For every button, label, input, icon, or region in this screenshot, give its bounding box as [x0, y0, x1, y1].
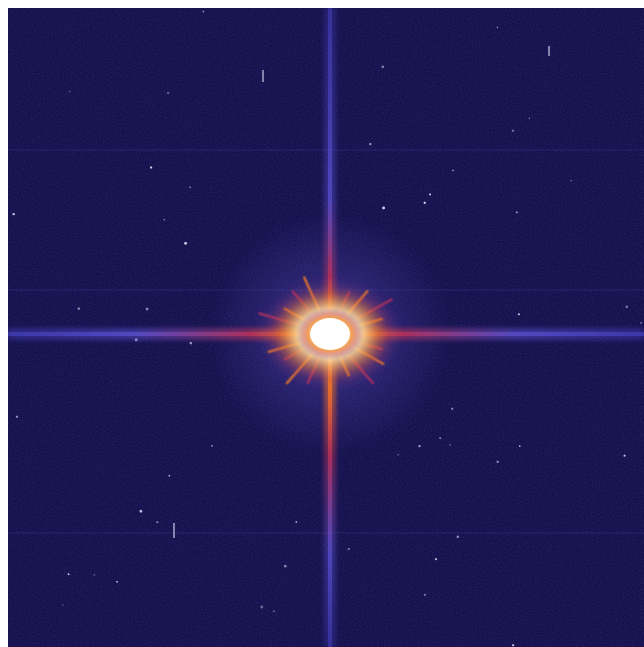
faint-star	[149, 166, 153, 169]
faint-star	[434, 557, 438, 561]
faint-star	[452, 169, 454, 172]
faint-star	[184, 241, 188, 245]
faint-star	[515, 211, 518, 214]
faint-star	[156, 521, 159, 524]
faint-star	[623, 454, 626, 457]
faint-star	[439, 437, 441, 439]
faint-star	[369, 142, 372, 146]
faint-star	[167, 91, 170, 95]
faint-star	[640, 322, 642, 324]
faint-star	[211, 444, 213, 447]
faint-star	[570, 179, 572, 182]
faint-star	[517, 313, 520, 316]
faint-star	[67, 573, 70, 576]
star-field-image	[8, 8, 644, 647]
faint-star	[496, 26, 499, 29]
faint-star	[116, 581, 118, 583]
faint-stars	[12, 10, 642, 647]
faint-star	[511, 644, 515, 647]
faint-star	[273, 610, 275, 613]
faint-star	[429, 193, 432, 196]
faint-star	[68, 90, 71, 93]
faint-star	[260, 605, 264, 609]
faint-star	[347, 547, 351, 551]
star-core-white	[310, 318, 350, 350]
faint-star	[139, 509, 143, 513]
faint-star	[93, 573, 96, 576]
faint-star	[397, 454, 399, 456]
faint-star	[295, 521, 298, 523]
faint-star	[456, 535, 460, 539]
faint-star	[418, 444, 421, 448]
faint-star	[168, 474, 171, 477]
faint-star	[496, 460, 499, 464]
faint-star	[423, 201, 426, 204]
faint-star	[202, 10, 205, 13]
faint-star	[145, 307, 149, 311]
faint-star	[189, 186, 192, 189]
faint-star	[382, 206, 386, 210]
faint-star	[62, 604, 64, 606]
faint-star	[451, 407, 454, 410]
faint-star	[283, 564, 287, 568]
faint-star	[189, 341, 193, 345]
faint-star	[12, 212, 15, 216]
faint-star	[625, 305, 629, 309]
faint-star	[381, 65, 385, 69]
faint-star	[511, 129, 515, 132]
faint-star	[528, 117, 531, 120]
faint-star	[77, 307, 81, 310]
faint-star	[518, 445, 521, 447]
faint-star	[449, 443, 451, 446]
faint-star	[163, 218, 165, 221]
faint-star	[15, 415, 19, 418]
faint-star	[423, 593, 427, 597]
